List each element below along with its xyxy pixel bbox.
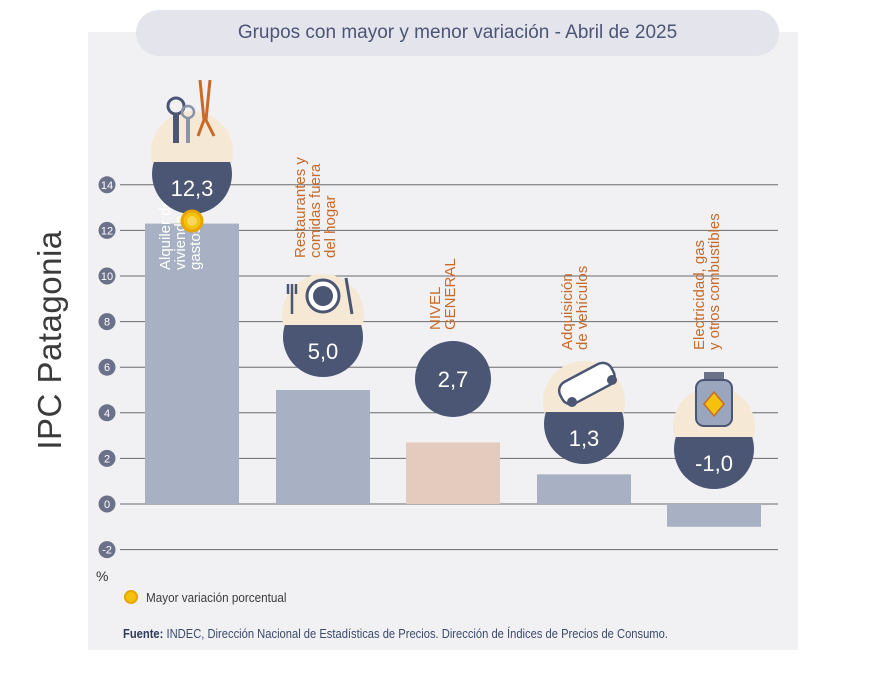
category-label-line: NIVEL [427,287,444,330]
category-label-line: y otros combustibles [706,213,723,350]
plier-handle-2 [204,79,216,137]
source-note: Fuente: INDEC, Dirección Nacional de Est… [123,626,668,641]
tick-badge [98,176,116,194]
flame-diamond [703,390,725,418]
source-bold: Fuente: [123,626,164,641]
y-tick-label: 8 [104,317,110,329]
car-body [557,361,616,406]
title-pill [136,10,779,56]
category-label-line: Adquisición [559,273,576,350]
category-label-line: del hogar [322,195,339,258]
keys-and-pliers-icon [166,79,216,143]
chart-title: Grupos con mayor y menor variación - Abr… [237,22,678,43]
bar [667,504,761,527]
category-label-line: GENERAL [442,258,459,330]
y-tick-label: 14 [101,180,113,192]
y-tick-label: 4 [104,408,110,420]
fork [286,284,298,314]
bar [276,390,370,504]
value-circle [415,341,491,417]
value-label: 1,3 [569,426,600,451]
highlight-marker-inner [187,216,197,226]
y-tick-label: 6 [104,362,110,374]
y-tick-label: -2 [102,545,112,557]
y-tick-label: 0 [104,499,110,511]
tick-badge [98,404,116,422]
category-label-line: Restaurantes y [292,157,309,258]
source-text: INDEC, Dirección Nacional de Estadística… [163,626,668,641]
category-label-line: Electricidad, gas [691,240,708,350]
tick-badge [98,495,116,513]
bar [537,474,631,504]
key-shaft-2 [186,117,190,143]
knife [344,277,354,315]
plate-and-cutlery-icon [286,277,354,315]
legend-marker [124,590,138,604]
plier-handle-1 [196,79,206,137]
value-label: 2,7 [438,367,469,392]
bar [406,442,500,504]
category-label-line: comidas fuera [307,163,324,258]
value-label: 12,3 [171,176,214,201]
cylinder-valve [704,372,724,382]
gas-cylinder-icon [695,372,733,427]
tick-badge [98,449,116,467]
car-icon [557,361,617,407]
tick-badge [98,541,116,559]
y-tick-label: 12 [101,225,113,237]
tick-badge [98,313,116,331]
y-axis-unit: % [96,568,109,584]
legend-label: Mayor variación porcentual [146,590,287,605]
bar [145,223,239,504]
car-wheel [567,397,577,407]
tick-badge [98,358,116,376]
category-label-line: de vehículos [574,266,591,350]
y-tick-label: 2 [104,453,110,465]
tick-badge [98,221,116,239]
value-label: -1,0 [695,451,733,476]
plate-center [313,286,333,306]
y-tick-label: 10 [101,271,113,283]
key-shaft [173,113,179,143]
tick-badge [98,267,116,285]
value-label: 5,0 [308,339,339,364]
car-wheel [607,375,617,385]
